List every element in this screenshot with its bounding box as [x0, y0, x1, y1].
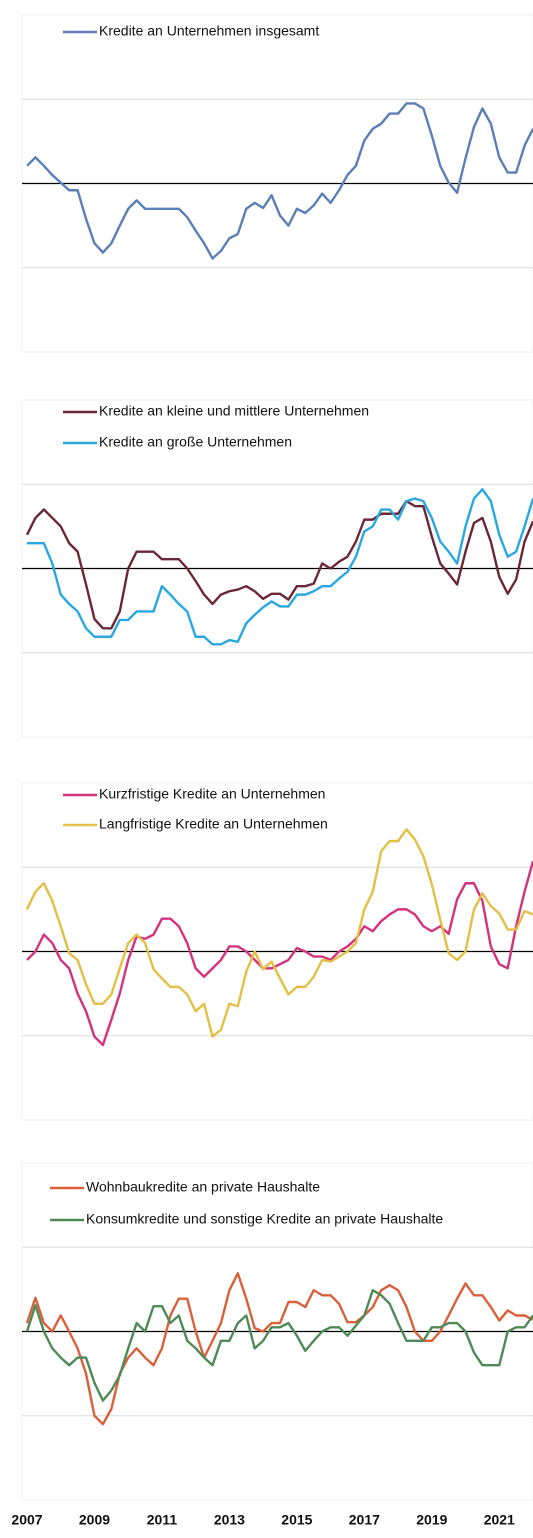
series-line [25, 499, 533, 630]
x-tick-label: 2011 [147, 1512, 178, 1528]
legend-label: Konsumkredite und sonstige Kredite an pr… [86, 1211, 443, 1227]
legend-label: Kredite an große Unternehmen [99, 434, 292, 450]
x-tick-label: 2009 [79, 1512, 110, 1528]
x-tick-label: 2007 [11, 1512, 42, 1528]
x-tick-label: 2021 [484, 1512, 515, 1528]
series-line [26, 102, 533, 260]
x-tick-label: 2015 [281, 1512, 312, 1528]
x-tick-label: 2013 [214, 1512, 245, 1528]
x-tick-label: 2017 [349, 1512, 380, 1528]
legend-label: Kurzfristige Kredite an Unternehmen [99, 786, 325, 802]
series-line [25, 1272, 533, 1426]
legend-label: Kredite an Unternehmen insgesamt [99, 23, 319, 39]
series-line [27, 488, 533, 646]
series-line [25, 1289, 533, 1402]
legend-label: Kredite an kleine und mittlere Unternehm… [99, 403, 369, 419]
series-line [26, 861, 533, 1047]
series-line [25, 828, 533, 1038]
legend-label: Wohnbaukredite an private Haushalte [86, 1179, 320, 1195]
legend-label: Langfristige Kredite an Unternehmen [99, 816, 328, 832]
x-tick-label: 2019 [416, 1512, 447, 1528]
